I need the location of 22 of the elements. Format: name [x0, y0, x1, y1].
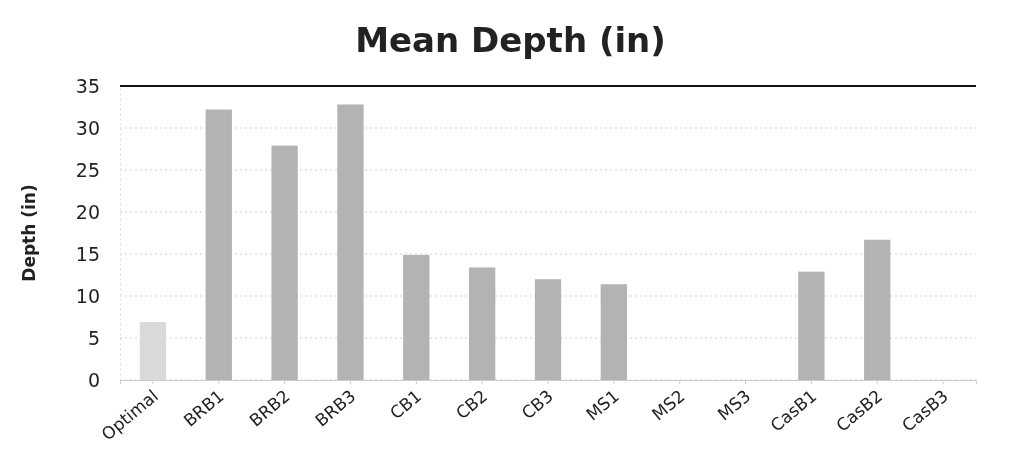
bar	[337, 104, 364, 380]
y-tick-label: 15	[75, 242, 100, 265]
bar	[534, 279, 562, 380]
y-tick-label: 10	[75, 284, 100, 307]
bar	[403, 254, 430, 380]
y-tick-label: 35	[75, 74, 100, 97]
y-axis-title: Depth (in)	[19, 184, 39, 282]
bar	[205, 109, 232, 380]
y-tick-label: 0	[87, 368, 100, 391]
bar	[798, 271, 825, 380]
bar	[864, 239, 891, 380]
bar	[468, 267, 496, 380]
y-tick-label: 20	[75, 200, 100, 223]
y-tick-label: 25	[75, 158, 100, 181]
x-tick-label: CB1	[386, 385, 426, 424]
y-tick-label: 5	[87, 326, 100, 349]
y-tick-label: 30	[75, 116, 100, 139]
x-tick-label: CB2	[451, 385, 492, 424]
x-tick-label: CB3	[517, 385, 557, 424]
bar	[600, 284, 628, 380]
bar	[271, 145, 298, 380]
chart-title: Mean Depth (in)	[355, 20, 666, 60]
